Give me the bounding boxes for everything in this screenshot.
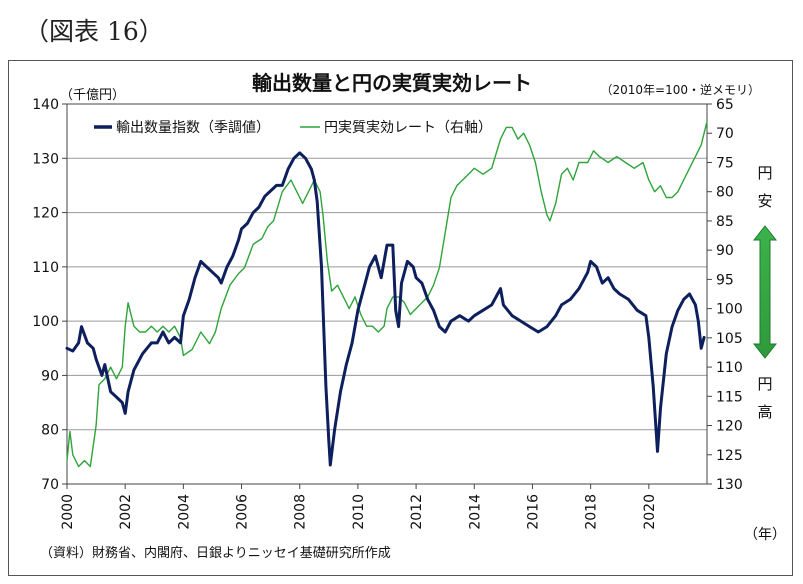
source-note: （資料）財務省、内閣府、日銀よりニッセイ基礎研究所作成 [40, 545, 391, 561]
left-tick-label: 100 [32, 314, 59, 330]
double-arrow-icon [752, 225, 778, 359]
right-tick-label: 95 [716, 272, 734, 288]
left-tick-label: 70 [41, 477, 59, 493]
right-tick-label: 75 [716, 155, 734, 171]
legend-label-export: 輸出数量指数（季調値） [116, 120, 270, 136]
x-axis-unit: （年） [744, 527, 786, 543]
left-tick-label: 140 [32, 97, 59, 113]
right-tick-label: 65 [716, 97, 734, 113]
series-line-export-volume [65, 151, 706, 467]
x-tick-label: 2018 [584, 494, 600, 530]
yen-strong-char-1: 円 [757, 375, 772, 393]
plot-area [66, 103, 708, 485]
x-tick-label: 2010 [351, 494, 367, 530]
right-tick-label: 130 [716, 477, 743, 493]
x-tick-label: 2020 [642, 494, 658, 530]
series-line-yen-reer [66, 120, 708, 468]
right-tick-label: 90 [716, 243, 734, 259]
series-layer [65, 120, 708, 468]
left-tick-label: 120 [32, 206, 59, 222]
yen-strong-char-2: 高 [757, 403, 772, 421]
yen-weak-char-1: 円 [757, 164, 772, 182]
x-tick-label: 2016 [525, 494, 541, 530]
x-tick-label: 2000 [60, 494, 76, 530]
right-tick-label: 110 [716, 360, 743, 376]
yen-weak-char-2: 安 [757, 192, 772, 210]
right-tick-label: 70 [716, 126, 734, 142]
right-tick-label: 125 [716, 448, 743, 464]
right-tick-label: 115 [716, 389, 743, 405]
legend: 輸出数量指数（季調値） 円実質実効レート（右軸） [94, 120, 492, 136]
x-tick-label: 2004 [176, 494, 192, 530]
figure-label: （図表 16） [24, 17, 164, 46]
right-tick-label: 105 [716, 331, 743, 347]
axes: 70 80 90 100 110 120 130 140 65 70 75 80 85 90 95 100 10… [32, 97, 742, 530]
yen-direction-annotation: 円 安 円 高 [752, 164, 778, 421]
grid-lines [67, 157, 707, 431]
x-tick-label: 2014 [467, 494, 483, 530]
x-tick-label: 2012 [409, 494, 425, 530]
right-axis-unit: （2010年=100・逆メモリ） [601, 82, 761, 97]
left-tick-label: 110 [32, 260, 59, 276]
right-tick-label: 100 [716, 302, 743, 318]
chart-title: 輸出数量と円の実質実効レート [252, 71, 532, 95]
left-tick-label: 80 [41, 423, 59, 439]
right-tick-label: 80 [716, 185, 734, 201]
legend-label-yen: 円実質実効レート（右軸） [324, 120, 492, 136]
left-tick-label: 90 [41, 368, 59, 384]
right-tick-label: 120 [716, 419, 743, 435]
right-tick-label: 85 [716, 214, 734, 230]
x-tick-label: 2002 [118, 494, 134, 530]
left-axis-unit: （千億円） [60, 87, 125, 103]
left-tick-label: 130 [32, 151, 59, 167]
x-tick-label: 2008 [293, 494, 309, 530]
x-tick-label: 2006 [235, 494, 251, 530]
